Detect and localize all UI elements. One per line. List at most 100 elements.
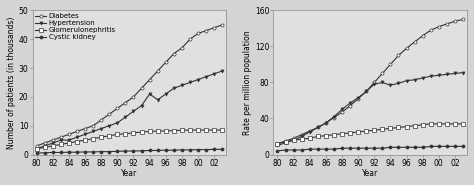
- Diabetes: [299, 134, 304, 136]
- Hypertension: [211, 73, 217, 75]
- Glomerulonephritis: [163, 130, 169, 132]
- Hypertension: [460, 71, 466, 74]
- Hypertension: [219, 70, 225, 72]
- Hypertension: [420, 77, 426, 79]
- Line: Glomerulonephritis: Glomerulonephritis: [276, 122, 465, 145]
- Glomerulonephritis: [339, 133, 345, 135]
- Diabetes: [356, 97, 361, 100]
- Glomerulonephritis: [115, 133, 120, 135]
- Glomerulonephritis: [58, 143, 64, 146]
- Hypertension: [428, 75, 434, 77]
- Diabetes: [42, 142, 47, 144]
- Hypertension: [123, 116, 128, 118]
- Cystic kidney: [74, 151, 80, 153]
- Y-axis label: Number of patients (in thousands): Number of patients (in thousands): [7, 16, 16, 149]
- Glomerulonephritis: [211, 129, 217, 131]
- Hypertension: [452, 72, 458, 75]
- Cystic kidney: [331, 148, 337, 150]
- Cystic kidney: [211, 148, 217, 150]
- Glomerulonephritis: [42, 146, 47, 148]
- Glomerulonephritis: [388, 127, 393, 130]
- Cystic kidney: [187, 149, 193, 151]
- Diabetes: [412, 41, 418, 43]
- Hypertension: [299, 135, 304, 138]
- Cystic kidney: [412, 146, 418, 148]
- Glomerulonephritis: [380, 128, 385, 130]
- Glomerulonephritis: [452, 123, 458, 125]
- Glomerulonephritis: [274, 143, 280, 145]
- Diabetes: [179, 47, 185, 49]
- Cystic kidney: [147, 149, 153, 152]
- Cystic kidney: [66, 151, 72, 153]
- Cystic kidney: [339, 147, 345, 149]
- Diabetes: [388, 63, 393, 65]
- Hypertension: [74, 136, 80, 138]
- Glomerulonephritis: [74, 140, 80, 143]
- Glomerulonephritis: [420, 124, 426, 126]
- Line: Glomerulonephritis: Glomerulonephritis: [35, 129, 224, 150]
- Glomerulonephritis: [123, 133, 128, 135]
- Hypertension: [274, 144, 280, 147]
- Hypertension: [179, 84, 185, 86]
- Hypertension: [58, 139, 64, 141]
- Diabetes: [283, 140, 288, 142]
- Glomerulonephritis: [331, 134, 337, 136]
- Cystic kidney: [356, 147, 361, 149]
- Diabetes: [452, 20, 458, 22]
- Diabetes: [372, 81, 377, 84]
- Diabetes: [274, 143, 280, 145]
- Glomerulonephritis: [155, 130, 161, 132]
- Hypertension: [372, 83, 377, 85]
- Diabetes: [139, 87, 145, 89]
- Diabetes: [404, 47, 410, 49]
- Cystic kidney: [404, 146, 410, 148]
- Cystic kidney: [82, 151, 88, 153]
- Glomerulonephritis: [195, 129, 201, 131]
- Line: Diabetes: Diabetes: [276, 18, 465, 145]
- Cystic kidney: [58, 151, 64, 154]
- Hypertension: [388, 84, 393, 86]
- Cystic kidney: [171, 149, 177, 151]
- Hypertension: [364, 90, 369, 92]
- Glomerulonephritis: [364, 130, 369, 132]
- Glomerulonephritis: [299, 138, 304, 140]
- Cystic kidney: [42, 152, 47, 154]
- X-axis label: Year: Year: [121, 169, 137, 178]
- Glomerulonephritis: [323, 134, 328, 137]
- Glomerulonephritis: [139, 131, 145, 133]
- Diabetes: [131, 96, 137, 98]
- Hypertension: [50, 142, 55, 144]
- Diabetes: [323, 122, 328, 124]
- Line: Hypertension: Hypertension: [276, 71, 465, 147]
- Hypertension: [139, 104, 145, 107]
- Glomerulonephritis: [171, 130, 177, 132]
- Glomerulonephritis: [82, 139, 88, 141]
- Hypertension: [323, 122, 328, 124]
- Glomerulonephritis: [99, 136, 104, 138]
- Cystic kidney: [283, 149, 288, 151]
- Line: Cystic kidney: Cystic kidney: [35, 148, 224, 155]
- Hypertension: [147, 93, 153, 95]
- Diabetes: [331, 117, 337, 119]
- Glomerulonephritis: [219, 129, 225, 131]
- Glomerulonephritis: [428, 123, 434, 125]
- Hypertension: [331, 116, 337, 118]
- Diabetes: [436, 26, 442, 28]
- Cystic kidney: [203, 149, 209, 151]
- Diabetes: [339, 111, 345, 113]
- Diabetes: [428, 29, 434, 31]
- Glomerulonephritis: [187, 129, 193, 131]
- Hypertension: [291, 139, 296, 141]
- Cystic kidney: [219, 148, 225, 150]
- Hypertension: [436, 74, 442, 76]
- Diabetes: [82, 127, 88, 130]
- Hypertension: [444, 73, 450, 75]
- Diabetes: [396, 54, 401, 57]
- Hypertension: [195, 78, 201, 81]
- Hypertension: [315, 126, 320, 129]
- Cystic kidney: [179, 149, 185, 151]
- Cystic kidney: [123, 150, 128, 152]
- Cystic kidney: [50, 151, 55, 154]
- Hypertension: [404, 80, 410, 82]
- Glomerulonephritis: [412, 125, 418, 127]
